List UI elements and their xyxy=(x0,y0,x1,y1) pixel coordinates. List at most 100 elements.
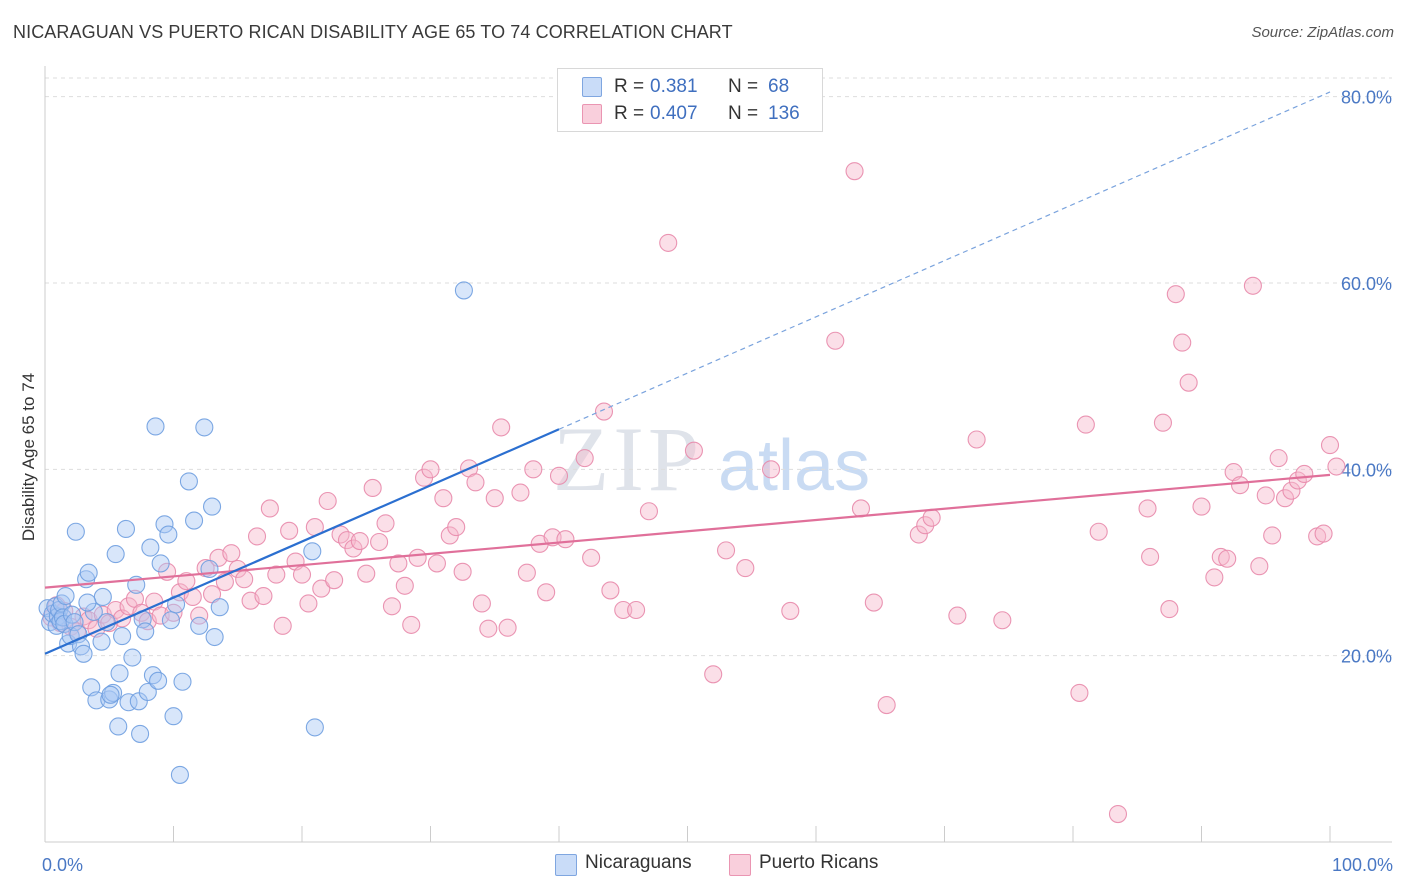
trendline-nicaraguans-extension xyxy=(558,91,1331,430)
point-puerto-ricans xyxy=(312,579,331,598)
point-puerto-ricans xyxy=(556,530,575,549)
point-puerto-ricans xyxy=(1108,804,1128,824)
point-nicaraguans xyxy=(155,515,174,534)
chart-title: NICARAGUAN VS PUERTO RICAN DISABILITY AG… xyxy=(13,22,733,42)
point-nicaraguans xyxy=(170,765,189,784)
point-nicaraguans xyxy=(149,671,168,690)
legend-swatch-puerto-ricans xyxy=(582,104,602,124)
x-tick-label: 0.0% xyxy=(42,855,83,875)
point-puerto-ricans xyxy=(299,594,318,613)
point-puerto-ricans xyxy=(395,576,414,595)
point-puerto-ricans xyxy=(1218,549,1237,568)
point-puerto-ricans xyxy=(1250,557,1269,576)
point-puerto-ricans xyxy=(1153,413,1172,432)
legend-n-value: 136 xyxy=(768,103,800,124)
point-puerto-ricans xyxy=(684,441,703,460)
point-nicaraguans xyxy=(113,627,132,646)
point-puerto-ricans xyxy=(537,583,556,602)
point-puerto-ricans xyxy=(1314,524,1333,543)
point-nicaraguans xyxy=(205,627,224,647)
point-puerto-ricans xyxy=(601,581,620,600)
point-puerto-ricans xyxy=(594,402,614,421)
point-nicaraguans xyxy=(173,672,192,691)
point-nicaraguans xyxy=(62,605,82,624)
point-nicaraguans xyxy=(110,664,129,683)
point-puerto-ricans xyxy=(761,460,781,479)
point-nicaraguans xyxy=(136,622,155,641)
point-nicaraguans xyxy=(161,611,180,630)
point-puerto-ricans xyxy=(851,499,871,518)
point-puerto-ricans xyxy=(909,525,928,544)
point-puerto-ricans xyxy=(922,508,941,527)
point-puerto-ricans xyxy=(190,606,209,625)
point-puerto-ricans xyxy=(614,600,633,620)
point-puerto-ricans xyxy=(292,565,312,584)
legend-r-label: R = xyxy=(614,103,645,124)
point-nicaraguans xyxy=(303,542,322,561)
point-puerto-ricans xyxy=(357,564,376,583)
point-puerto-ricans xyxy=(1320,436,1340,455)
point-puerto-ricans xyxy=(485,489,504,508)
point-nicaraguans xyxy=(200,559,219,579)
point-nicaraguans xyxy=(159,525,178,544)
point-puerto-ricans xyxy=(427,554,446,573)
point-puerto-ricans xyxy=(1070,683,1089,702)
point-puerto-ricans xyxy=(479,619,498,638)
point-puerto-ricans xyxy=(280,521,299,540)
point-puerto-ricans xyxy=(1211,547,1230,566)
point-nicaraguans xyxy=(84,602,103,621)
point-nicaraguans xyxy=(78,593,97,612)
y-tick-label: 40.0% xyxy=(1341,460,1392,480)
x-tick-label: 100.0% xyxy=(1332,855,1393,875)
point-puerto-ricans xyxy=(1192,497,1211,516)
point-puerto-ricans xyxy=(517,563,536,582)
y-tick-label: 60.0% xyxy=(1341,274,1392,294)
point-nicaraguans xyxy=(190,616,209,635)
y-tick-label: 20.0% xyxy=(1341,647,1392,667)
point-puerto-ricans xyxy=(1327,457,1346,476)
point-puerto-ricans xyxy=(1160,600,1179,619)
point-puerto-ricans xyxy=(967,430,986,449)
point-puerto-ricans xyxy=(1231,476,1250,495)
point-nicaraguans xyxy=(195,418,214,437)
legend-r-value: 0.407 xyxy=(650,103,698,124)
point-nicaraguans xyxy=(179,472,198,491)
point-puerto-ricans xyxy=(1288,471,1307,490)
legend-swatch-nicaraguans xyxy=(582,77,602,97)
bottom-legend-swatch-nicaraguans xyxy=(555,854,577,876)
point-nicaraguans xyxy=(203,497,222,516)
point-puerto-ricans xyxy=(511,483,530,502)
point-puerto-ricans xyxy=(575,449,594,468)
point-puerto-ricans xyxy=(1224,463,1243,482)
point-puerto-ricans xyxy=(382,597,402,616)
point-puerto-ricans xyxy=(826,331,845,350)
point-nicaraguans xyxy=(454,281,473,300)
point-nicaraguans xyxy=(66,522,85,541)
point-puerto-ricans xyxy=(582,548,601,567)
point-puerto-ricans xyxy=(1205,568,1224,587)
point-puerto-ricans xyxy=(235,570,254,589)
point-puerto-ricans xyxy=(370,532,389,552)
point-puerto-ricans xyxy=(659,233,678,252)
point-puerto-ricans xyxy=(704,665,723,684)
legend-r-value: 0.381 xyxy=(650,76,698,97)
point-nicaraguans xyxy=(87,691,106,710)
chart-source: Source: ZipAtlas.com xyxy=(1251,24,1394,41)
point-nicaraguans xyxy=(93,587,112,607)
watermark-atlas: atlas xyxy=(718,426,870,506)
point-nicaraguans xyxy=(151,554,170,573)
point-puerto-ricans xyxy=(1263,526,1282,545)
trendline-puerto-ricans xyxy=(44,473,1331,589)
point-puerto-ricans xyxy=(993,611,1012,630)
point-puerto-ricans xyxy=(325,571,344,590)
point-puerto-ricans xyxy=(447,518,466,537)
y-axis-label: Disability Age 65 to 74 xyxy=(19,373,38,541)
point-puerto-ricans xyxy=(1173,333,1192,352)
point-puerto-ricans xyxy=(639,502,659,521)
point-nicaraguans xyxy=(56,586,75,606)
point-nicaraguans xyxy=(305,718,324,737)
point-puerto-ricans xyxy=(627,600,646,620)
legend-n-value: 68 xyxy=(768,76,790,97)
point-puerto-ricans xyxy=(845,162,864,181)
